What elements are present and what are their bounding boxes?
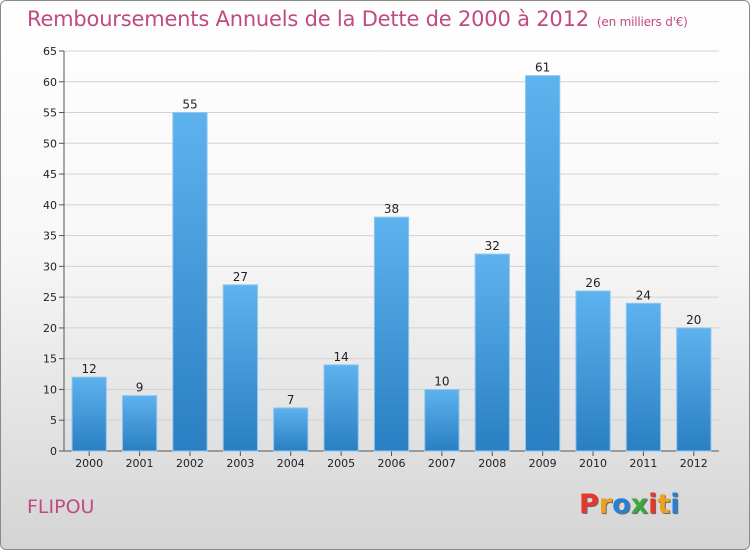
y-tick-label: 25 bbox=[43, 291, 57, 304]
logo-letter: i bbox=[648, 489, 658, 520]
x-tick-label: 2004 bbox=[277, 457, 305, 470]
y-tick-label: 30 bbox=[43, 260, 57, 273]
bar-2004 bbox=[273, 407, 309, 452]
logo-letter: P bbox=[579, 489, 599, 520]
data-label: 7 bbox=[287, 393, 295, 407]
bar-2007 bbox=[424, 388, 460, 452]
data-label: 55 bbox=[182, 98, 197, 112]
data-label: 20 bbox=[686, 313, 701, 327]
y-tick-label: 5 bbox=[50, 414, 57, 427]
x-tick-label: 2008 bbox=[478, 457, 506, 470]
y-tick-label: 50 bbox=[43, 137, 57, 150]
x-tick-label: 2001 bbox=[126, 457, 154, 470]
bar-2000 bbox=[71, 376, 107, 452]
logo-letter: t bbox=[657, 489, 671, 520]
proxiti-logo: Proxiti bbox=[579, 489, 680, 520]
x-tick-label: 2007 bbox=[428, 457, 456, 470]
y-tick-label: 65 bbox=[43, 45, 57, 58]
y-tick-label: 55 bbox=[43, 107, 57, 120]
x-tick-label: 2000 bbox=[75, 457, 103, 470]
data-label: 32 bbox=[485, 239, 500, 253]
logo-letter: o bbox=[612, 489, 631, 520]
data-label: 38 bbox=[384, 202, 399, 216]
y-tick-label: 35 bbox=[43, 230, 57, 243]
bar-2006 bbox=[373, 216, 410, 452]
x-tick-label: 2011 bbox=[629, 457, 657, 470]
bar-2001 bbox=[121, 395, 158, 452]
data-label: 27 bbox=[233, 270, 248, 284]
bar-2011 bbox=[625, 302, 662, 452]
y-tick-label: 0 bbox=[50, 445, 57, 458]
data-label: 12 bbox=[82, 362, 97, 376]
logo-letter: i bbox=[670, 489, 680, 520]
data-label: 10 bbox=[434, 374, 449, 388]
bar-2003 bbox=[222, 284, 258, 452]
logo-letter: x bbox=[630, 489, 649, 520]
data-label: 14 bbox=[333, 350, 348, 364]
y-tick-label: 45 bbox=[43, 168, 57, 181]
x-tick-label: 2002 bbox=[176, 457, 204, 470]
data-label: 24 bbox=[636, 288, 651, 302]
data-label: 26 bbox=[585, 276, 600, 290]
data-label: 9 bbox=[136, 381, 144, 395]
y-tick-label: 40 bbox=[43, 199, 57, 212]
bar-2005 bbox=[323, 364, 359, 452]
x-tick-label: 2012 bbox=[680, 457, 708, 470]
labels: 0 5 10 15 20 25 30 35 40 45 50 55 60 65 2000 12 2001 9 200… bbox=[43, 45, 708, 470]
logo-letter: r bbox=[598, 489, 613, 520]
x-tick-label: 2003 bbox=[226, 457, 254, 470]
commune-name: FLIPOU bbox=[27, 496, 95, 518]
bar-2002 bbox=[172, 112, 208, 452]
y-tick-label: 10 bbox=[43, 383, 57, 396]
chart-title-text: Remboursements Annuels de la Dette de 20… bbox=[27, 7, 589, 31]
bar-2010 bbox=[575, 290, 611, 452]
x-tick-label: 2006 bbox=[378, 457, 406, 470]
x-tick-label: 2005 bbox=[327, 457, 355, 470]
x-tick-label: 2010 bbox=[579, 457, 607, 470]
y-tick-label: 60 bbox=[43, 76, 57, 89]
chart-unit: (en milliers d'€) bbox=[596, 15, 688, 29]
y-tick-label: 15 bbox=[43, 353, 57, 366]
bar-2008 bbox=[474, 253, 510, 452]
chart-title: Remboursements Annuels de la Dette de 20… bbox=[27, 7, 688, 31]
x-tick-label: 2009 bbox=[529, 457, 557, 470]
y-tick-label: 20 bbox=[43, 322, 57, 335]
data-label: 61 bbox=[535, 61, 550, 75]
bar-2009 bbox=[525, 75, 561, 452]
bars bbox=[71, 75, 712, 452]
bar-2012 bbox=[676, 327, 712, 452]
